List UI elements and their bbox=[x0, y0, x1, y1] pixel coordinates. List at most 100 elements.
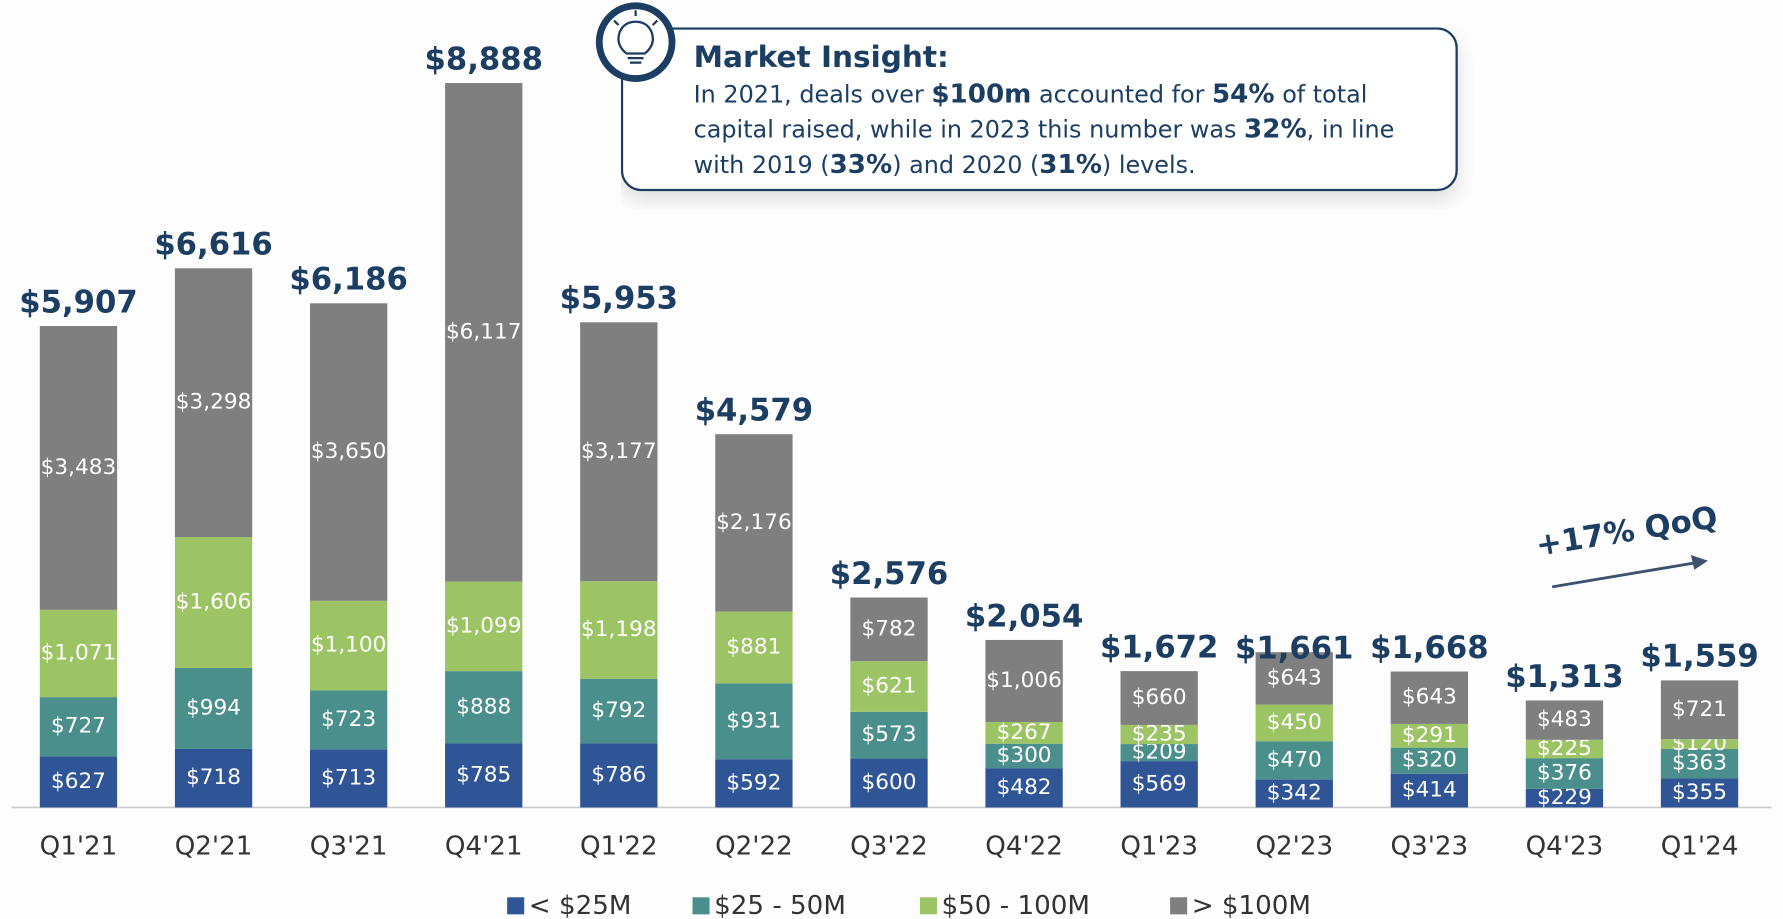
bar-segment bbox=[39, 609, 118, 698]
bar-segment bbox=[39, 756, 118, 808]
bar-segment bbox=[850, 661, 928, 712]
segment-label: $785 bbox=[456, 762, 511, 787]
total-label: $6,616 bbox=[154, 228, 272, 263]
segment-label: $592 bbox=[726, 770, 781, 795]
bar-segment bbox=[445, 581, 523, 672]
legend-label: $50 - 100M bbox=[942, 891, 1090, 919]
bar-segment bbox=[1660, 680, 1739, 740]
segment-label: $718 bbox=[186, 765, 241, 790]
segment-label: $3,298 bbox=[176, 390, 252, 415]
x-tick-label: Q4'22 bbox=[985, 832, 1063, 862]
segment-label: $888 bbox=[456, 694, 511, 719]
segment-label: $931 bbox=[726, 708, 781, 733]
bar-segment bbox=[1660, 748, 1739, 779]
legend-swatch bbox=[692, 897, 710, 915]
insight-text: 32% bbox=[1244, 114, 1307, 145]
segment-label: $3,177 bbox=[581, 439, 657, 464]
annotation: +17% QoQ bbox=[1534, 500, 1720, 563]
annotation-arrowhead bbox=[1690, 555, 1708, 570]
segment-label: $6,117 bbox=[446, 319, 522, 344]
bar-segment bbox=[1390, 747, 1469, 774]
segment-label: $1,100 bbox=[311, 633, 387, 658]
bar-segment bbox=[445, 83, 523, 582]
insight-text: 31% bbox=[1039, 150, 1102, 180]
insight-panel: Market Insight: In 2021, deals over $100… bbox=[620, 27, 1458, 192]
total-label: $1,668 bbox=[1370, 631, 1488, 666]
bar-segment bbox=[985, 639, 1063, 722]
bar-segment bbox=[174, 748, 253, 808]
bar-segment bbox=[850, 597, 928, 662]
bar-segment bbox=[1525, 758, 1604, 789]
bar-segment bbox=[1390, 723, 1469, 748]
bar-segment bbox=[1525, 700, 1604, 740]
segment-label: $643 bbox=[1267, 665, 1322, 690]
bar-segment bbox=[850, 711, 928, 759]
bar-segment bbox=[1660, 739, 1739, 749]
insight-box: Market Insight: In 2021, deals over $100… bbox=[620, 27, 1458, 192]
insight-text: 54% bbox=[1211, 79, 1275, 110]
insight-text: 33% bbox=[829, 150, 893, 180]
segment-label: $627 bbox=[51, 769, 106, 794]
bar-segment bbox=[1255, 779, 1333, 808]
bar-segment bbox=[1120, 744, 1198, 762]
segment-label: $721 bbox=[1672, 697, 1727, 722]
segment-label: $414 bbox=[1402, 778, 1457, 803]
total-label: $1,661 bbox=[1235, 631, 1353, 666]
segment-label: $786 bbox=[591, 762, 646, 787]
segment-label: $782 bbox=[862, 616, 917, 641]
x-tick-label: Q4'21 bbox=[445, 832, 523, 862]
segment-label: $376 bbox=[1537, 760, 1592, 785]
bar-segment bbox=[309, 303, 388, 601]
bar-segment bbox=[309, 749, 388, 808]
legend-label: < $25M bbox=[529, 891, 632, 919]
insight-text: , in line with 2019 ( bbox=[693, 116, 1395, 179]
bar-segment bbox=[309, 600, 388, 691]
x-tick-label: Q2'21 bbox=[175, 832, 253, 862]
total-label: $1,672 bbox=[1100, 631, 1218, 666]
x-tick-label: Q3'22 bbox=[850, 832, 928, 862]
bars: $627 $727 $1,071 $3,483 $5,907 Q1'21 $718 $994 $… bbox=[19, 42, 1758, 861]
bar-segment bbox=[580, 743, 658, 808]
segment-label: $3,650 bbox=[311, 439, 387, 464]
segment-label: $470 bbox=[1267, 747, 1322, 772]
insight-body: In 2021, deals over $100m accounted for … bbox=[694, 77, 1433, 183]
segment-label: $573 bbox=[862, 722, 917, 747]
bar-segment bbox=[445, 743, 523, 808]
bar-segment bbox=[39, 325, 118, 610]
insight-text: $100m bbox=[931, 79, 1032, 110]
segment-label: $225 bbox=[1537, 736, 1592, 761]
bar-segment bbox=[174, 268, 253, 538]
insight-text: of total capital raised, while in 2023 t… bbox=[693, 80, 1368, 144]
segment-label: $792 bbox=[591, 698, 646, 723]
x-tick-label: Q1'22 bbox=[580, 832, 658, 862]
total-label: $5,907 bbox=[19, 285, 137, 320]
x-tick-label: Q2'23 bbox=[1255, 832, 1333, 862]
segment-label: $482 bbox=[997, 775, 1052, 800]
bar-segment bbox=[850, 758, 928, 808]
segment-label: $320 bbox=[1402, 748, 1457, 773]
segment-label: $3,483 bbox=[41, 455, 117, 480]
segment-label: $483 bbox=[1537, 707, 1592, 732]
bar-segment bbox=[715, 683, 793, 760]
insight-text: ) and 2020 ( bbox=[892, 151, 1040, 179]
bar-segment bbox=[985, 721, 1063, 744]
segment-label: $723 bbox=[321, 707, 376, 732]
bar-segment bbox=[985, 743, 1063, 769]
segment-label: $1,198 bbox=[581, 617, 657, 642]
segment-label: $600 bbox=[862, 770, 917, 795]
bar-segment bbox=[1120, 671, 1198, 725]
total-label: $4,579 bbox=[695, 394, 813, 429]
total-label: $6,186 bbox=[289, 263, 407, 298]
bar-segment bbox=[39, 697, 118, 757]
bar-segment bbox=[1525, 788, 1604, 808]
segment-label: $267 bbox=[997, 720, 1052, 745]
segment-label: $1,099 bbox=[446, 613, 522, 638]
x-tick-label: Q1'23 bbox=[1120, 832, 1198, 862]
bar-segment bbox=[174, 667, 253, 749]
segment-label: $569 bbox=[1132, 771, 1187, 796]
segment-label: $1,006 bbox=[986, 668, 1062, 693]
segment-label: $363 bbox=[1672, 751, 1727, 776]
bar-segment bbox=[174, 537, 253, 668]
total-label: $8,888 bbox=[425, 42, 543, 77]
